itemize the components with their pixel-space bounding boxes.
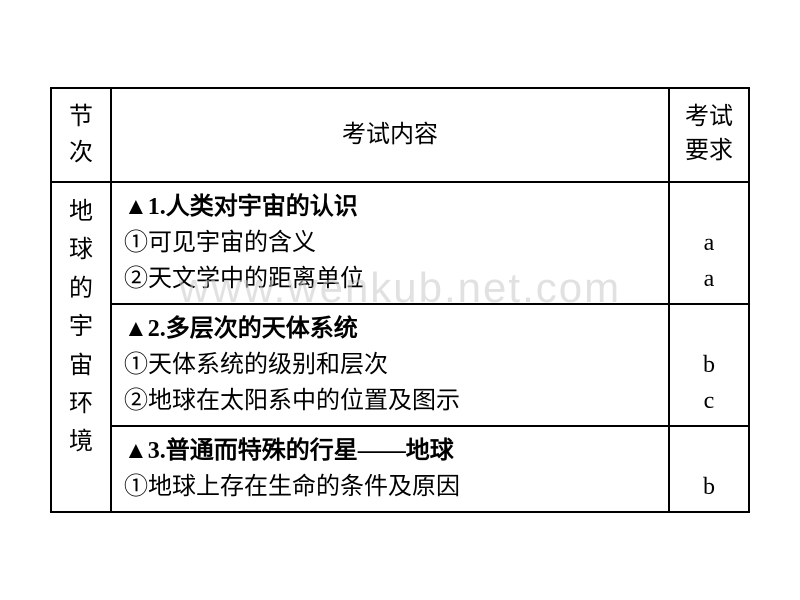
section-char: 的 [69,270,93,308]
block-item: ②天文学中的距离单位 [124,261,658,297]
header-req-line2: 要求 [680,135,738,169]
content-block-1: ▲1.人类对宇宙的认识 ①可见宇宙的含义 ②天文学中的距离单位 [111,182,669,304]
block-heading: ▲1.人类对宇宙的认识 [124,189,658,225]
section-char: 环 [69,385,93,423]
header-req-line1: 考试 [680,101,738,135]
req-value: a [674,261,744,297]
table-row: ▲2.多层次的天体系统 ①天体系统的级别和层次 ②地球在太阳系中的位置及图示 b… [51,304,749,426]
content-block-2: ▲2.多层次的天体系统 ①天体系统的级别和层次 ②地球在太阳系中的位置及图示 [111,304,669,426]
section-title-vertical: 地 球 的 宇 宙 环 境 [60,193,102,462]
req-value: b [674,469,744,505]
table-row: ▲3.普通而特殊的行星——地球 ①地球上存在生命的条件及原因 b [51,426,749,512]
req-block-1: a a [669,182,749,304]
req-spacer [674,433,744,469]
req-block-3: b [669,426,749,512]
content-block-3: ▲3.普通而特殊的行星——地球 ①地球上存在生命的条件及原因 [111,426,669,512]
req-spacer [674,189,744,225]
req-value: a [674,225,744,261]
req-block-2: b c [669,304,749,426]
section-char: 宙 [69,347,93,385]
syllabus-table-container: 节次 考试内容 考试 要求 地 球 的 宇 宙 环 境 ▲1.人类对宇宙的 [50,87,750,513]
table-row: 地 球 的 宇 宙 环 境 ▲1.人类对宇宙的认识 ①可见宇宙的含义 ②天文学中… [51,182,749,304]
header-content: 考试内容 [111,88,669,182]
req-value: b [674,347,744,383]
syllabus-table: 节次 考试内容 考试 要求 地 球 的 宇 宙 环 境 ▲1.人类对宇宙的 [50,87,750,513]
header-section: 节次 [51,88,111,182]
section-char: 境 [69,423,93,461]
block-heading: ▲3.普通而特殊的行星——地球 [124,433,658,469]
section-char: 地 [69,193,93,231]
table-header-row: 节次 考试内容 考试 要求 [51,88,749,182]
block-heading: ▲2.多层次的天体系统 [124,311,658,347]
header-requirement: 考试 要求 [669,88,749,182]
block-item: ②地球在太阳系中的位置及图示 [124,383,658,419]
req-spacer [674,311,744,347]
block-item: ①地球上存在生命的条件及原因 [124,469,658,505]
req-value: c [674,383,744,419]
block-item: ①可见宇宙的含义 [124,225,658,261]
section-char: 宇 [69,308,93,346]
block-item: ①天体系统的级别和层次 [124,347,658,383]
section-char: 球 [69,231,93,269]
section-title-cell: 地 球 的 宇 宙 环 境 [51,182,111,512]
